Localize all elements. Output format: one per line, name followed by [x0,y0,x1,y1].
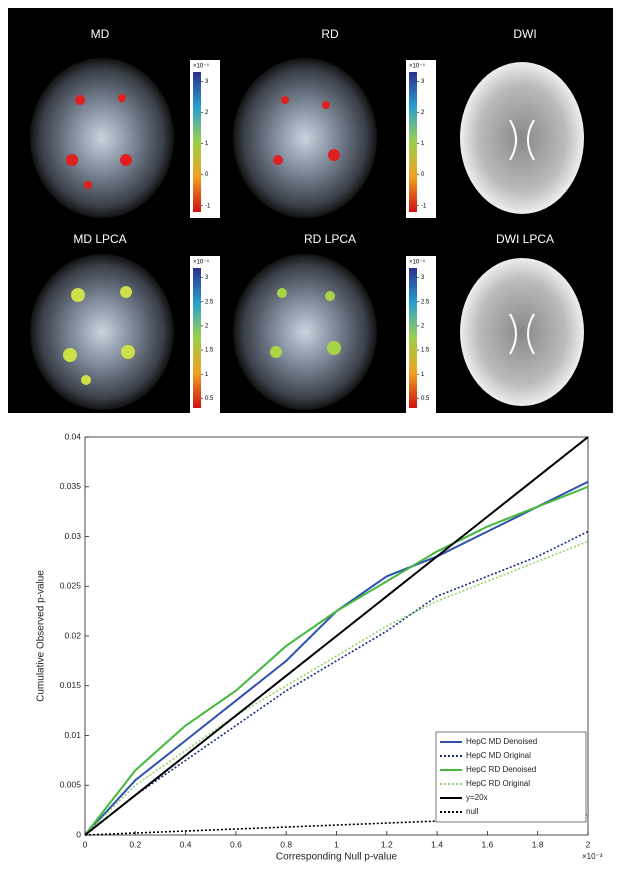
colorbar [409,268,417,408]
x-tick-label: 0 [83,839,88,849]
colorbar [193,72,201,212]
colorbar-exponent: ×10⁻⁴ [409,259,425,266]
legend-label: HepC RD Denoised [466,765,536,774]
x-tick-label: 0.8 [280,839,292,849]
x-tick-label: 1.2 [381,839,393,849]
x-axis-label: Corresponding Null p-value [276,852,398,863]
x-tick-label: 2 [586,839,591,849]
x-tick-label: 0.4 [180,839,192,849]
brain-md [30,58,174,218]
y-tick-label: 0.01 [64,730,81,740]
colorbar [193,268,201,408]
y-tick-label: 0 [76,829,81,839]
brain-rd-lpca [233,254,377,410]
y-tick-label: 0.005 [60,780,82,790]
y-tick-label: 0.015 [60,680,82,690]
y-tick-label: 0.035 [60,481,82,491]
x-multiplier: ×10⁻³ [582,852,603,861]
panel-title: RD LPCA [304,232,356,246]
figure: MD×10⁻⁴3210-1RD×10⁻⁴3210-1DWIMD LPCA×10⁻… [0,0,621,886]
y-tick-label: 0.03 [64,531,81,541]
panel-title: MD [91,27,110,41]
brain-dwi-lpca [460,258,584,406]
colorbar-tick-label: 2.5 [421,299,430,305]
x-tick-label: 0.6 [230,839,242,849]
colorbar-tick-label: 1.5 [421,348,430,354]
brain-rd [233,58,377,218]
y-tick-label: 0.025 [60,581,82,591]
panel-title: DWI [513,27,536,41]
x-tick-label: 0.2 [129,839,141,849]
legend-label: HepC MD Original [466,751,531,760]
panel-title: RD [321,27,339,41]
x-tick-label: 1 [334,839,339,849]
colorbar-exponent: ×10⁻⁴ [193,259,209,266]
colorbar-tick-label: 2.5 [205,299,214,305]
colorbar-tick-label: 0.5 [421,396,430,402]
legend-label: HepC MD Denoised [466,737,537,746]
panel-title: DWI LPCA [496,232,554,246]
x-tick-label: 1.8 [532,839,544,849]
brain-dwi [460,62,584,214]
colorbar-tick-label: -1 [205,203,211,209]
colorbar [409,72,417,212]
colorbar-exponent: ×10⁻⁴ [409,63,425,70]
legend-label: HepC RD Original [466,779,530,788]
y-axis-label: Cumulative Observed p-value [36,570,47,702]
panel-title: MD LPCA [73,232,126,246]
y-tick-label: 0.04 [64,431,81,441]
legend-label: null [466,807,479,816]
colorbar-tick-label: -1 [421,203,427,209]
x-tick-label: 1.6 [481,839,493,849]
legend-label: y=20x [466,793,488,802]
colorbar-tick-label: 0.5 [205,396,214,402]
x-tick-label: 1.4 [431,839,443,849]
colorbar-exponent: ×10⁻⁴ [193,63,209,70]
colorbar-tick-label: 1.5 [205,348,214,354]
brain-md-lpca [30,254,174,410]
y-tick-label: 0.02 [64,630,81,640]
